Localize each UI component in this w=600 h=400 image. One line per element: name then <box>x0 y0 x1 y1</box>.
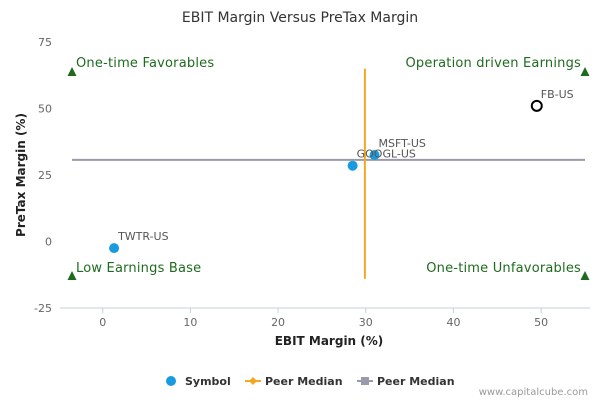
y-axis-label: PreTax Margin (%) <box>14 113 28 237</box>
quadrant-triangle-icon <box>580 67 590 76</box>
x-tick-label: 10 <box>183 316 197 329</box>
legend-square-icon <box>361 377 369 385</box>
legend-label: Peer Median <box>377 375 455 388</box>
data-point-twtr-us[interactable] <box>109 243 120 254</box>
credit-text: www.capitalcube.com <box>479 387 588 398</box>
data-point-fb-us[interactable] <box>530 99 543 112</box>
y-tick-label: 50 <box>38 103 52 116</box>
quadrant-labels: One-time Favorables Operation driven Earn… <box>67 56 590 280</box>
legend: Symbol Peer Median Peer Median <box>166 375 455 388</box>
quadrant-label-bottom-right: One-time Unfavorables <box>426 261 581 276</box>
x-axis-label: EBIT Margin (%) <box>275 334 384 348</box>
x-tick-label: 20 <box>271 316 285 329</box>
legend-circle-icon <box>166 376 176 386</box>
quadrant-label-bottom-left: Low Earnings Base <box>76 261 201 276</box>
quadrant-label-top-left: One-time Favorables <box>76 56 214 71</box>
data-label-googl-us: GOOGL-US <box>357 148 416 161</box>
y-tick-label: 25 <box>38 169 52 182</box>
data-point-msft-us[interactable] <box>369 150 380 161</box>
legend-label: Symbol <box>185 375 231 388</box>
x-tick-label: 0 <box>99 316 106 329</box>
data-label-fb-us: FB-US <box>541 88 574 101</box>
data-label-msft-us: MSFT-US <box>379 137 426 150</box>
x-ticks: 0 10 20 30 40 50 <box>99 308 548 329</box>
x-tick-label: 40 <box>446 316 460 329</box>
x-tick-label: 30 <box>359 316 373 329</box>
y-tick-label: 75 <box>38 36 52 49</box>
legend-diamond-icon <box>249 377 257 385</box>
x-tick-label: 50 <box>534 316 548 329</box>
quadrant-triangle-icon <box>580 271 590 280</box>
data-label-twtr-us: TWTR-US <box>117 230 169 243</box>
legend-item[interactable]: Peer Median <box>357 375 455 388</box>
legend-label: Peer Median <box>265 375 343 388</box>
legend-item[interactable]: Peer Median <box>245 375 343 388</box>
chart-title: EBIT Margin Versus PreTax Margin <box>182 10 418 26</box>
data-point-googl-us[interactable] <box>347 160 358 171</box>
y-tick-label: -25 <box>34 302 52 315</box>
legend-item[interactable]: Symbol <box>166 375 231 388</box>
quadrant-triangle-icon <box>67 271 77 280</box>
quadrant-label-top-right: Operation driven Earnings <box>405 56 581 71</box>
y-ticks: -25 0 25 50 75 <box>34 36 52 315</box>
peer-median-lines <box>72 68 585 279</box>
quadrant-triangle-icon <box>67 67 77 76</box>
y-tick-label: 0 <box>45 236 52 249</box>
